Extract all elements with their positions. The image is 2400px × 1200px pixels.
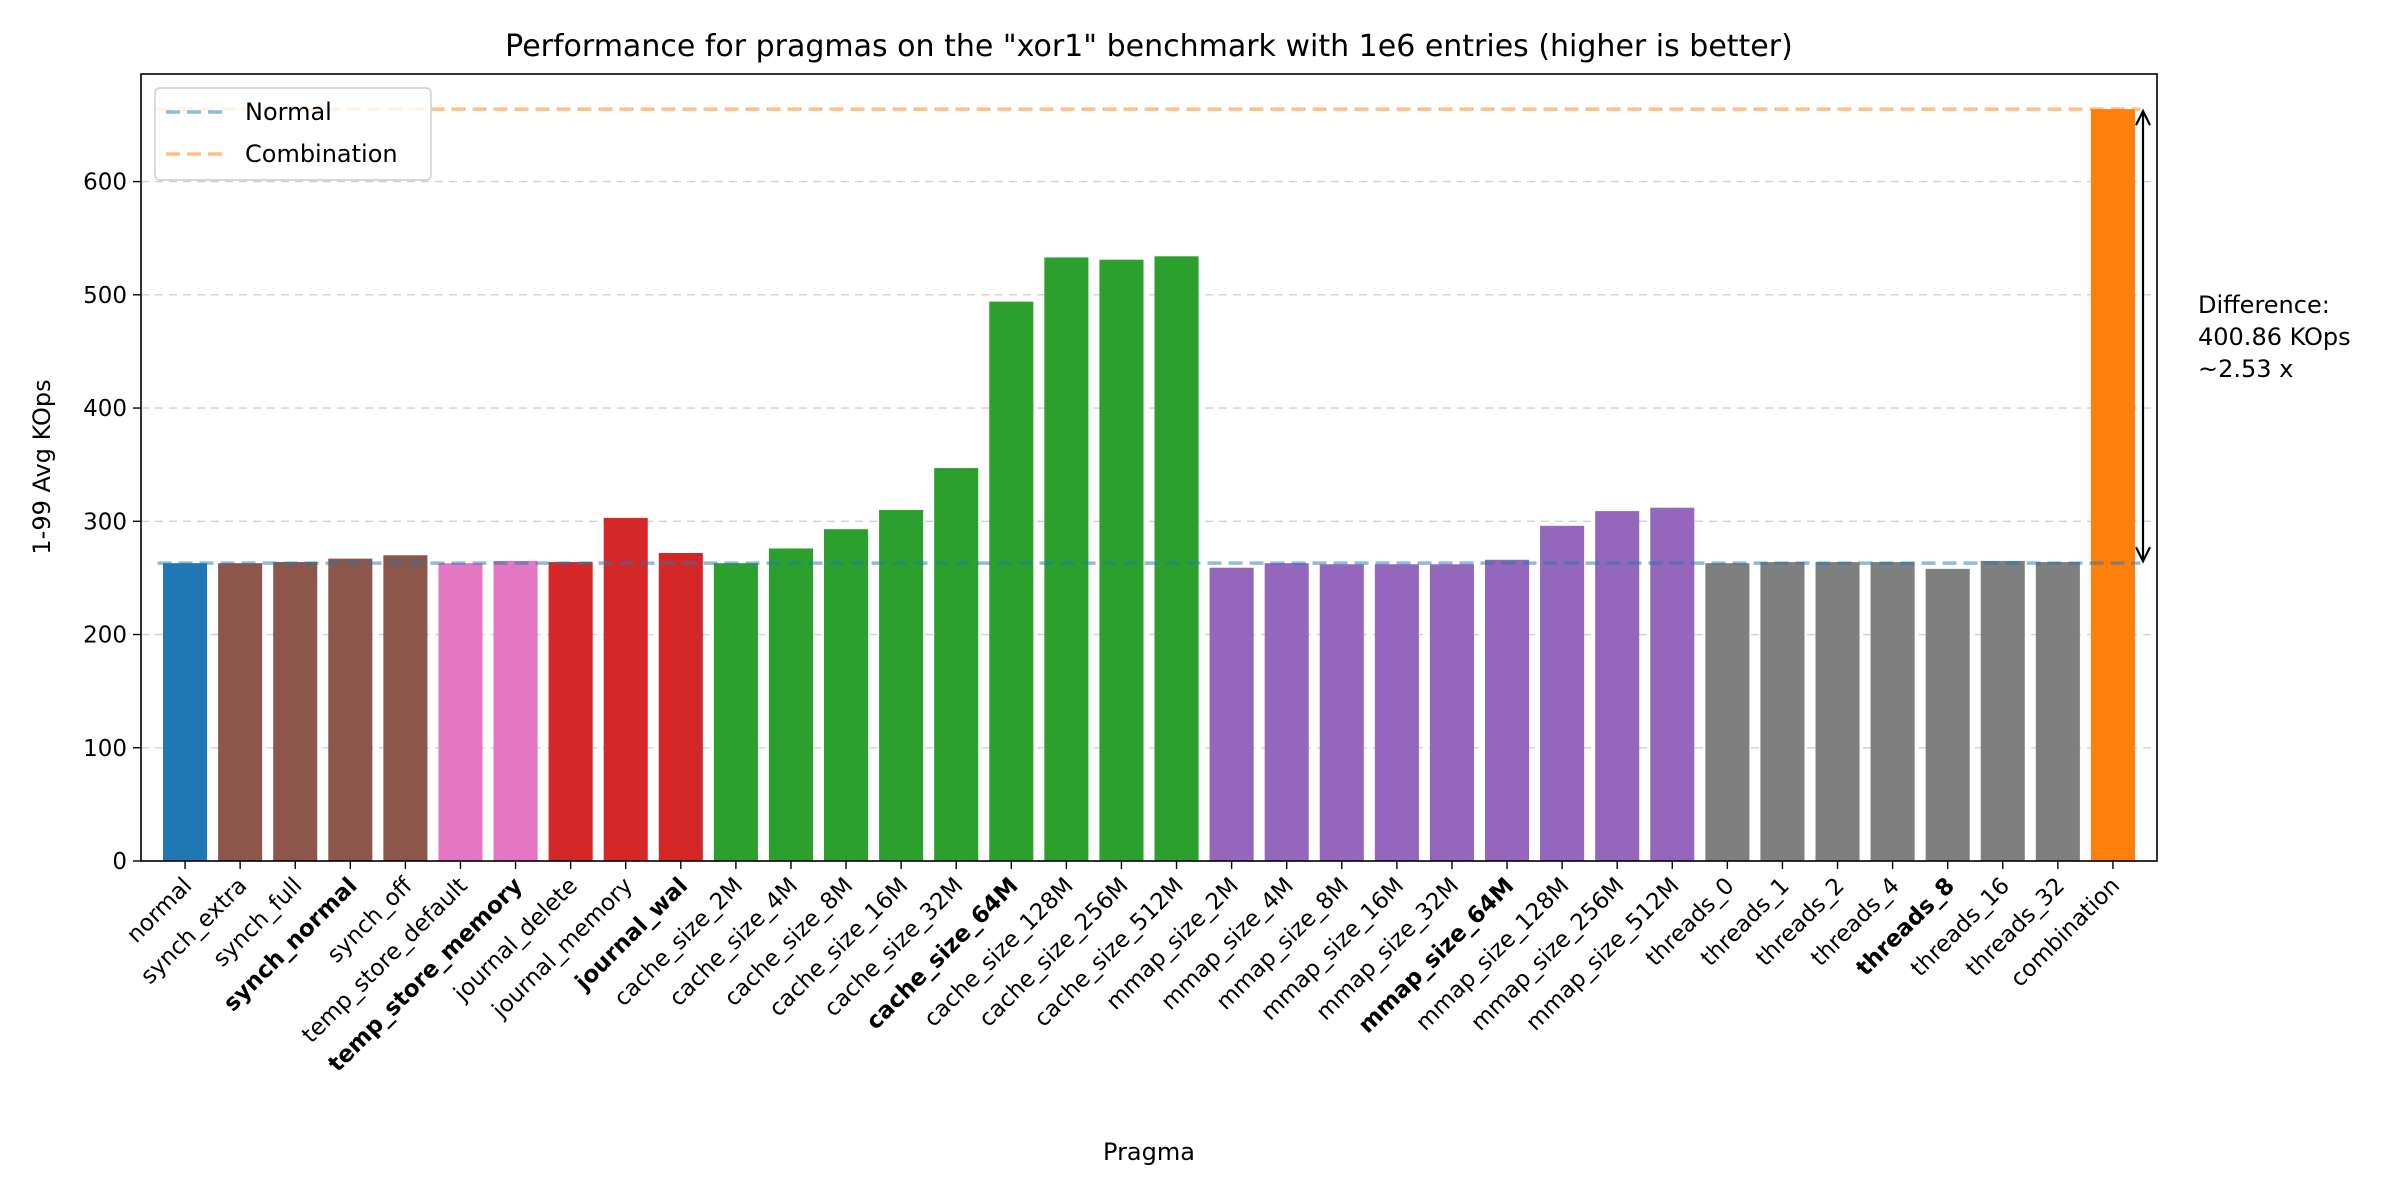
- bar-journal_wal: [658, 552, 703, 861]
- bar-synch_full: [273, 562, 318, 861]
- bar-cache_size_16M: [879, 509, 924, 861]
- bar-temp_store_memory: [493, 560, 538, 861]
- y-axis-label: 1-99 Avg KOps: [28, 379, 56, 554]
- bar-temp_store_default: [438, 563, 483, 861]
- bar-threads_32: [2035, 562, 2080, 861]
- difference-annotation: Difference: 400.86 KOps ~2.53 x: [2135, 108, 2351, 564]
- bar-threads_4: [1870, 562, 1915, 861]
- bar-cache_size_4M: [768, 548, 813, 861]
- bar-mmap_size_512M: [1650, 507, 1695, 861]
- bar-combination: [2090, 109, 2135, 862]
- bar-threads_16: [1980, 560, 2025, 861]
- legend-label: Combination: [245, 140, 398, 168]
- bar-cache_size_512M: [1154, 256, 1199, 861]
- bar-synch_normal: [328, 558, 373, 861]
- chart-title: Performance for pragmas on the "xor1" be…: [505, 29, 1793, 64]
- bars: [163, 109, 2135, 862]
- bar-mmap_size_4M: [1264, 563, 1309, 861]
- x-axis-label: Pragma: [1103, 1138, 1195, 1166]
- bar-threads_8: [1925, 568, 1970, 861]
- legend-box: [154, 87, 432, 181]
- bar-cache_size_8M: [824, 529, 869, 861]
- y-axis-ticks: 0 100 200 300 400 500 600: [83, 170, 141, 875]
- bar-mmap_size_128M: [1540, 525, 1585, 861]
- y-tick-label: 400: [83, 396, 127, 422]
- bar-cache_size_32M: [934, 468, 979, 861]
- bar-cache_size_256M: [1099, 259, 1144, 861]
- bar-mmap_size_2M: [1209, 567, 1254, 861]
- difference-annotation-line: Difference:: [2198, 291, 2330, 319]
- legend-label: Normal: [245, 98, 332, 126]
- bar-threads_0: [1705, 563, 1750, 861]
- bar-mmap_size_8M: [1319, 564, 1364, 861]
- difference-arrow-head-top: [2135, 108, 2151, 126]
- difference-annotation-line: 400.86 KOps: [2198, 323, 2351, 351]
- bar-cache_size_128M: [1044, 257, 1089, 862]
- legend: Normal Combination: [154, 87, 432, 181]
- y-tick-label: 100: [83, 736, 127, 762]
- bar-journal_memory: [603, 517, 648, 861]
- bar-journal_delete: [548, 562, 593, 861]
- bar-cache_size_64M: [989, 301, 1034, 862]
- bar-cache_size_2M: [713, 563, 758, 861]
- bar-threads_2: [1815, 562, 1860, 861]
- difference-arrow-head-bottom: [2135, 546, 2151, 564]
- difference-annotation-line: ~2.53 x: [2198, 355, 2293, 383]
- bar-normal: [163, 563, 208, 861]
- y-tick-label: 600: [83, 170, 127, 196]
- y-tick-label: 500: [83, 283, 127, 309]
- bar-synch_off: [383, 555, 428, 861]
- bar-threads_1: [1760, 562, 1805, 861]
- bar-synch_extra: [218, 563, 263, 861]
- y-tick-label: 300: [83, 509, 127, 535]
- bar-mmap_size_64M: [1485, 559, 1530, 861]
- y-tick-label: 200: [83, 623, 127, 649]
- plot-frame: [140, 73, 2158, 862]
- bar-mmap_size_256M: [1595, 511, 1640, 861]
- bar-mmap_size_32M: [1429, 564, 1474, 861]
- bar-mmap_size_16M: [1374, 564, 1419, 861]
- y-tick-label: 0: [112, 849, 127, 875]
- reference-lines: [157, 107, 2141, 565]
